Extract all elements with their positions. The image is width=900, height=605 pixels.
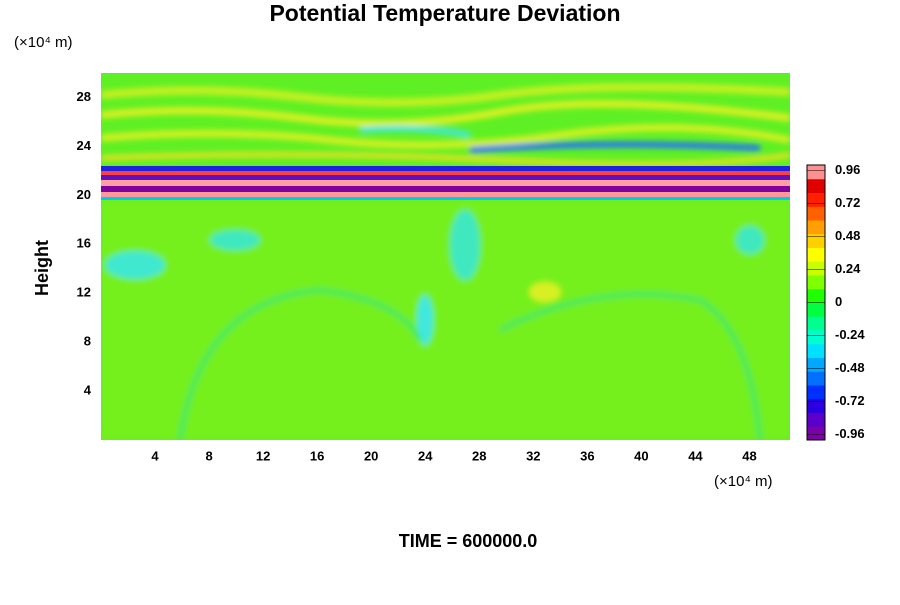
colorbar-swatch	[807, 412, 825, 427]
colorbar-swatch	[807, 385, 825, 400]
colorbar-swatch	[807, 165, 825, 180]
x-tick-label: 20	[364, 448, 378, 463]
footer-time: TIME = 600000.0	[399, 531, 538, 551]
colorbar-swatch	[807, 178, 825, 193]
colorbar-tick-label: 0.48	[835, 228, 860, 243]
colorbar-swatch	[807, 261, 825, 276]
inversion-band	[101, 166, 790, 200]
y-tick-label: 12	[77, 285, 91, 300]
blob	[105, 251, 165, 279]
wave	[359, 125, 471, 138]
colorbar-swatch	[807, 426, 825, 441]
colorbar-swatch	[807, 357, 825, 372]
wave	[101, 100, 790, 127]
colorbar-swatch	[807, 330, 825, 345]
ridge	[498, 291, 763, 440]
y-tick-label: 8	[84, 334, 91, 349]
wave	[101, 151, 790, 167]
colorbar-swatch	[807, 302, 825, 317]
x-tick-label: 40	[634, 448, 648, 463]
blob	[529, 282, 561, 302]
y-unit-label: (×10⁴ m)	[14, 34, 73, 51]
x-tick-label: 28	[472, 448, 486, 463]
y-tick-label: 20	[77, 187, 91, 202]
wave	[101, 124, 790, 149]
colorbar-tick-label: 0.96	[835, 162, 860, 177]
y-tick-label: 24	[77, 138, 92, 153]
blob	[210, 230, 260, 250]
field-pattern	[101, 83, 790, 440]
colorbar-tick-label: -0.72	[835, 393, 865, 408]
colorbar-swatch	[807, 275, 825, 290]
x-tick-label: 4	[151, 448, 159, 463]
colorbar-swatch	[807, 316, 825, 331]
y-tick-label: 4	[84, 383, 92, 398]
colorbar-tick-label: -0.96	[835, 426, 865, 441]
colorbar-swatch	[807, 343, 825, 358]
wave	[101, 83, 790, 107]
colorbar-swatch	[807, 371, 825, 386]
colorbar-swatch	[807, 220, 825, 235]
colorbar-tick-label: 0.72	[835, 195, 860, 210]
y-tick-label: 16	[77, 236, 91, 251]
x-unit-label: (×10⁴ m)	[714, 473, 773, 490]
field-lower	[101, 200, 790, 440]
colorbar-swatch	[807, 398, 825, 413]
blob	[450, 210, 480, 280]
colorbar-swatch	[807, 233, 825, 248]
x-tick-label: 44	[688, 448, 703, 463]
x-tick-label: 48	[742, 448, 756, 463]
y-tick-label: 28	[77, 89, 91, 104]
blob	[417, 295, 433, 345]
x-tick-label: 12	[256, 448, 270, 463]
colorbar-swatch	[807, 192, 825, 207]
colorbar-tick-label: -0.48	[835, 360, 865, 375]
colorbar-swatch	[807, 206, 825, 221]
chart-title: Potential Temperature Deviation	[269, 0, 620, 26]
wave	[469, 141, 761, 153]
ridge	[177, 287, 423, 440]
field	[101, 73, 790, 440]
colorbar-tick-label: 0	[835, 294, 842, 309]
colorbar-tick-label: 0.24	[835, 261, 861, 276]
x-tick-label: 8	[205, 448, 212, 463]
y-axis-label: Height	[32, 240, 52, 296]
x-tick-label: 16	[310, 448, 324, 463]
x-tick-label: 32	[526, 448, 540, 463]
colorbar-swatch	[807, 247, 825, 262]
x-tick-label: 24	[418, 448, 433, 463]
blob	[736, 226, 764, 254]
colorbar-tick-label: -0.24	[835, 327, 865, 342]
x-tick-label: 36	[580, 448, 594, 463]
colorbar-swatch	[807, 288, 825, 303]
